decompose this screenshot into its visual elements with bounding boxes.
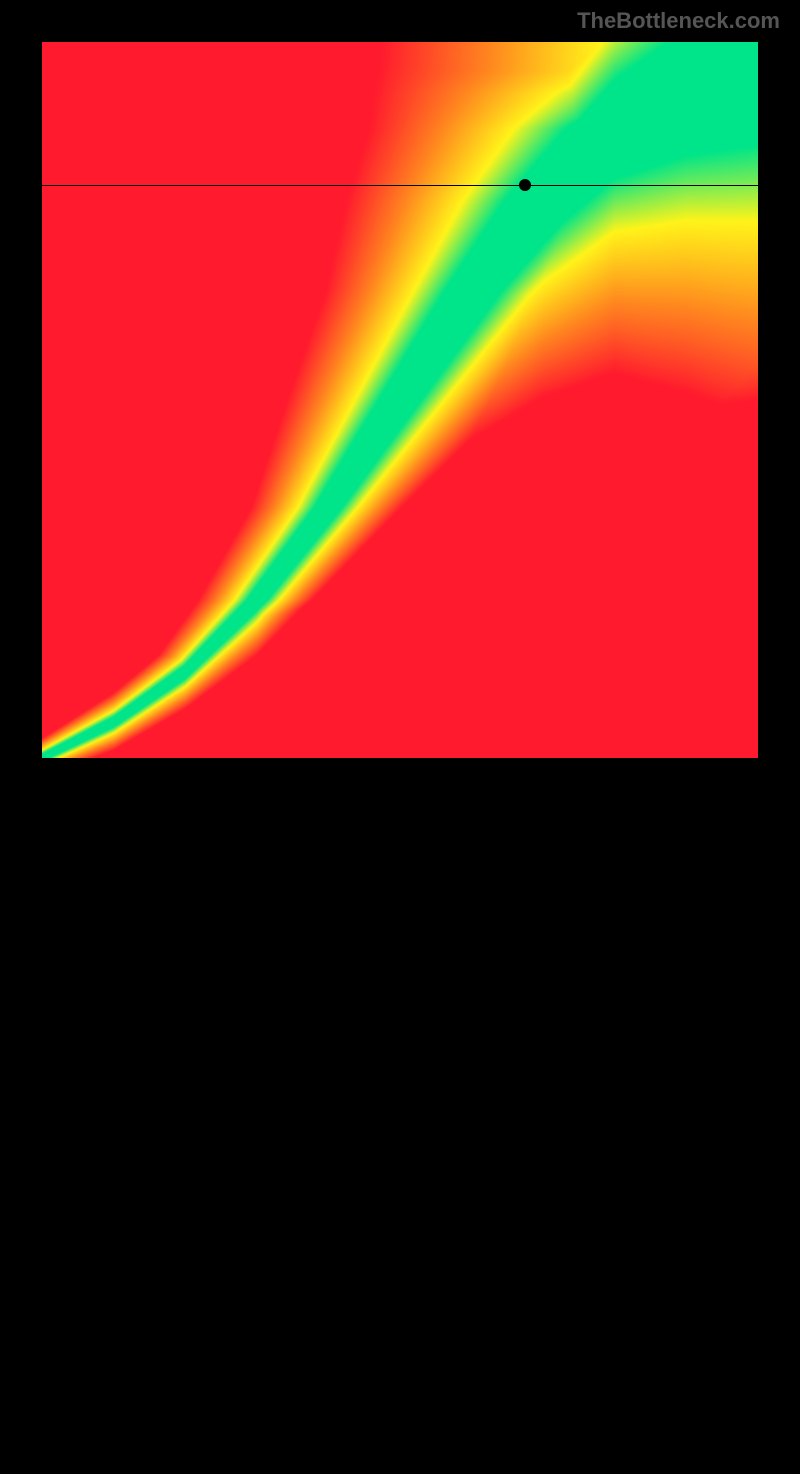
crosshair-horizontal [42,185,758,186]
heatmap-canvas [42,42,758,758]
watermark-text: TheBottleneck.com [577,8,780,34]
heatmap-plot [42,42,758,758]
marker-point [519,179,531,191]
crosshair-vertical [525,758,526,1474]
